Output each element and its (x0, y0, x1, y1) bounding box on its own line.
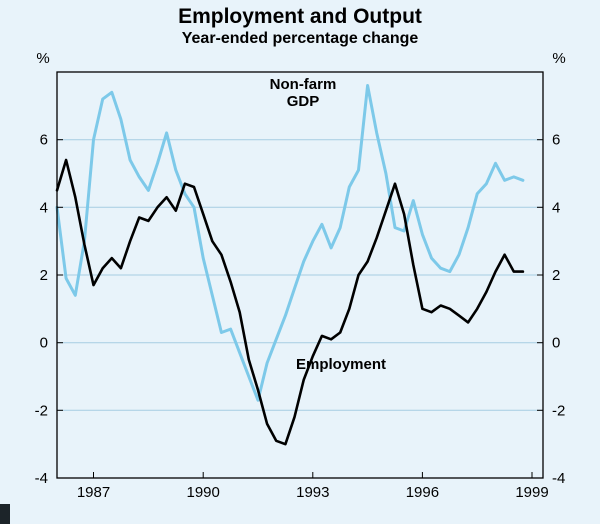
y-tick-label-left--4: -4 (35, 470, 48, 487)
y-tick-label-left-0: 0 (40, 335, 48, 352)
series-label-employment: Employment (296, 356, 387, 373)
x-tick-label-1996: 1996 (406, 484, 439, 501)
corner-artifact (0, 504, 10, 524)
chart-subtitle: Year-ended percentage change (181, 30, 419, 47)
series-label-nonfarm-gdp: Non-farm GDP (269, 76, 337, 110)
y-tick-label-left-2: 2 (40, 267, 48, 284)
y-tick-label-right-4: 4 (552, 199, 560, 216)
y-tick-label-right--4: -4 (552, 470, 565, 487)
x-tick-label-1999: 1999 (515, 484, 548, 501)
y-tick-label-left-6: 6 (40, 132, 48, 149)
series-line-employment (55, 158, 525, 446)
y-tick-label-left--2: -2 (35, 402, 48, 419)
series-line-non-farm-gdp (55, 84, 525, 402)
x-tick-label-1993: 1993 (296, 484, 329, 501)
y-tick-label-right-6: 6 (552, 132, 560, 149)
chart-title: Employment and Output (178, 5, 422, 28)
y-tick-label-right-2: 2 (552, 267, 560, 284)
x-tick-label-1987: 1987 (77, 484, 110, 501)
y-tick-label-left-4: 4 (40, 199, 48, 216)
x-tick-label-1990: 1990 (187, 484, 220, 501)
y-tick-label-right-0: 0 (552, 335, 560, 352)
y-tick-label-right--2: -2 (552, 402, 565, 419)
y-axis-unit-right: % (552, 50, 565, 67)
y-axis-unit-left: % (36, 50, 49, 67)
